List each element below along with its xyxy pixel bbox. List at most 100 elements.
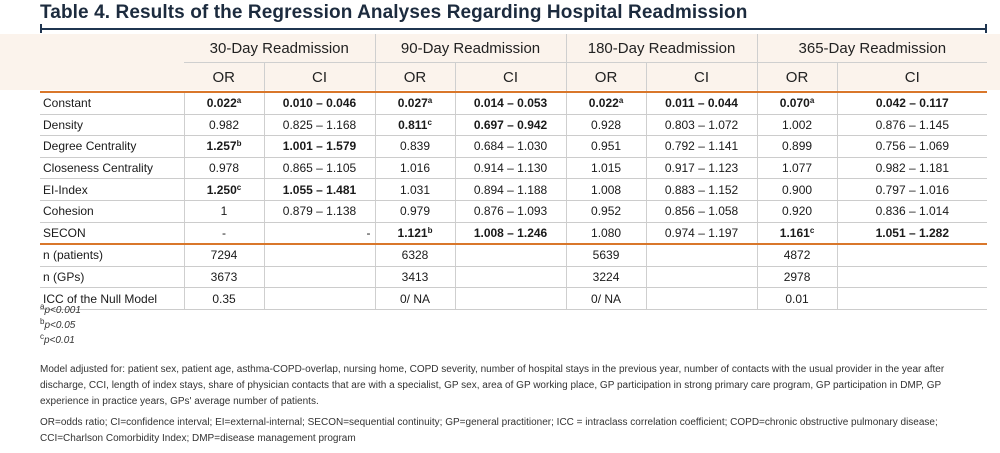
ci-cell xyxy=(263,266,376,289)
ci-cell: - xyxy=(263,222,376,246)
or-cell: 2978 xyxy=(756,266,838,289)
abbreviations: OR=odds ratio; CI=confidence interval; E… xyxy=(40,417,938,444)
ci-cell: 0.803 – 1.072 xyxy=(645,114,758,137)
table-row: EI-Index 1.250c 1.055 – 1.481 1.031 0.894 – … xyxy=(40,178,988,201)
table-body: Constant 0.022a 0.010 – 0.046 0.027a 0.014 –… xyxy=(40,92,988,310)
group-header-180: 180-Day Readmission xyxy=(565,34,758,63)
rule-tick xyxy=(985,24,987,33)
or-cell: 4872 xyxy=(756,244,838,267)
col-header-ci: CI xyxy=(454,62,567,93)
or-cell: 1.031 xyxy=(374,178,456,201)
ci-cell: 0.792 – 1.141 xyxy=(645,135,758,158)
col-header-ci: CI xyxy=(263,62,376,93)
ci-cell: 1.055 – 1.481 xyxy=(263,178,376,201)
or-cell: 6328 xyxy=(374,244,456,267)
or-cell: - xyxy=(183,222,264,246)
table-row: SECON - -1.121b 1.008 – 1.246 1.080 0.974 – 1… xyxy=(40,222,988,246)
ci-cell xyxy=(645,266,758,289)
ci-cell: 0.856 – 1.058 xyxy=(645,200,758,223)
or-cell: 0.01 xyxy=(756,287,838,310)
or-cell: 1.121b xyxy=(374,222,456,246)
footnote-a: ap<0.001 xyxy=(40,302,81,317)
or-cell: 1.002 xyxy=(756,114,838,137)
ci-cell: 0.917 – 1.123 xyxy=(645,157,758,180)
ci-cell: 0.014 – 0.053 xyxy=(454,92,567,115)
or-cell: 1.161c xyxy=(756,222,838,246)
row-label: n (patients) xyxy=(40,244,184,267)
col-header-ci: CI xyxy=(645,62,758,93)
or-cell: 3224 xyxy=(565,266,647,289)
table-title: Table 4. Results of the Regression Analy… xyxy=(40,2,748,23)
ci-cell: 1.008 – 1.246 xyxy=(454,222,567,246)
or-cell: 0.027a xyxy=(374,92,456,115)
or-cell: 0.35 xyxy=(183,287,264,310)
table-row: Cohesion 1 0.879 – 1.138 0.979 0.876 – 1.093… xyxy=(40,200,988,223)
ci-cell: 0.879 – 1.138 xyxy=(263,200,376,223)
title-rule xyxy=(40,28,987,30)
or-cell: 1.015 xyxy=(565,157,647,180)
ci-cell: 0.865 – 1.105 xyxy=(263,157,376,180)
ci-cell: 1.051 – 1.282 xyxy=(836,222,988,246)
table-row: Constant 0.022a 0.010 – 0.046 0.027a 0.014 –… xyxy=(40,92,988,115)
or-cell: 0.899 xyxy=(756,135,838,158)
row-label: n (GPs) xyxy=(40,266,184,289)
ci-cell: 0.836 – 1.014 xyxy=(836,200,988,223)
or-cell: 0.811c xyxy=(374,114,456,137)
ci-cell: 1.001 – 1.579 xyxy=(263,135,376,158)
or-cell: 0.920 xyxy=(756,200,838,223)
group-header-30: 30-Day Readmission xyxy=(184,34,376,63)
or-cell: 0.022a xyxy=(565,92,647,115)
table-row: Closeness Centrality 0.978 0.865 – 1.105 1.… xyxy=(40,157,988,180)
row-label: Constant xyxy=(40,92,184,115)
ci-cell: 0.883 – 1.152 xyxy=(645,178,758,201)
footnote-b: bp<0.05 xyxy=(40,317,76,332)
ci-cell: 0.011 – 0.044 xyxy=(645,92,758,115)
col-header-ci: CI xyxy=(836,62,988,93)
rule-tick xyxy=(40,24,42,33)
ci-cell: 0.756 – 1.069 xyxy=(836,135,988,158)
or-cell: 0.070a xyxy=(756,92,838,115)
or-cell: 7294 xyxy=(183,244,264,267)
or-cell: 0.978 xyxy=(183,157,264,180)
ci-cell: 0.042 – 0.117 xyxy=(836,92,988,115)
table-row: ICC of the Null Model 0.35 0/ NA 0/ NA 0.01 xyxy=(40,287,988,310)
or-cell: 1.257b xyxy=(183,135,264,158)
ci-cell: 0.697 – 0.942 xyxy=(454,114,567,137)
footnote-c: cp<0.01 xyxy=(40,332,75,347)
ci-cell: 0.876 – 1.093 xyxy=(454,200,567,223)
table-row: Degree Centrality 1.257b 1.001 – 1.579 0.83… xyxy=(40,135,988,158)
ci-cell xyxy=(836,287,988,310)
ci-cell: 0.974 – 1.197 xyxy=(645,222,758,246)
or-cell: 5639 xyxy=(565,244,647,267)
col-header-or: OR xyxy=(374,62,456,93)
ci-cell xyxy=(645,287,758,310)
row-label: EI-Index xyxy=(40,178,184,201)
or-cell: 0.979 xyxy=(374,200,456,223)
ci-cell xyxy=(645,244,758,267)
or-cell: 3673 xyxy=(183,266,264,289)
ci-cell xyxy=(454,287,567,310)
or-cell: 3413 xyxy=(374,266,456,289)
header-blank xyxy=(40,62,184,93)
or-cell: 0.900 xyxy=(756,178,838,201)
ci-cell: 0.914 – 1.130 xyxy=(454,157,567,180)
or-cell: 0.951 xyxy=(565,135,647,158)
table-row: n (GPs) 3673 3413 3224 2978 xyxy=(40,266,988,289)
or-cell: 1.008 xyxy=(565,178,647,201)
group-header-365: 365-Day Readmission xyxy=(756,34,988,63)
row-label: Degree Centrality xyxy=(40,135,184,158)
or-cell: 0/ NA xyxy=(565,287,647,310)
or-cell: 0.928 xyxy=(565,114,647,137)
table-row: n (patients) 7294 6328 5639 4872 xyxy=(40,244,988,267)
or-cell: 0.982 xyxy=(183,114,264,137)
ci-cell: 0.982 – 1.181 xyxy=(836,157,988,180)
model-note: Model adjusted for: patient sex, patient… xyxy=(40,364,945,407)
ci-cell: 0.894 – 1.188 xyxy=(454,178,567,201)
ci-cell: 0.876 – 1.145 xyxy=(836,114,988,137)
col-header-or: OR xyxy=(184,62,264,93)
or-cell: 1 xyxy=(183,200,264,223)
or-cell: 0.839 xyxy=(374,135,456,158)
ci-cell xyxy=(454,244,567,267)
or-cell: 1.250c xyxy=(183,178,264,201)
group-header-90: 90-Day Readmission xyxy=(374,34,567,63)
